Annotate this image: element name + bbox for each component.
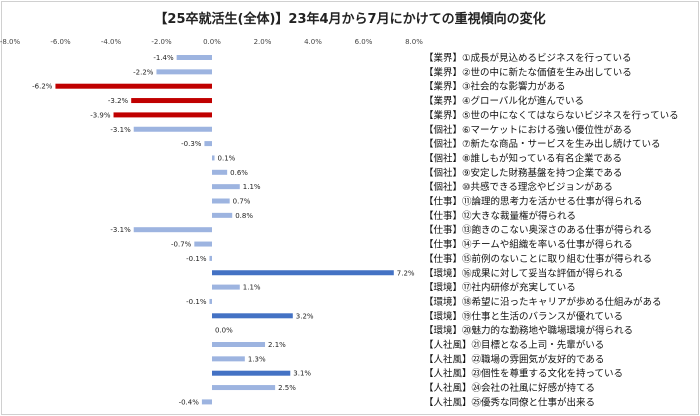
category-label: 【環境】⑲仕事と生活のバランスが優れている — [424, 310, 623, 322]
x-tick-label: -2.0% — [151, 38, 172, 46]
data-label: -1.4% — [153, 54, 174, 62]
data-label: -3.1% — [110, 226, 131, 234]
data-label: -0.1% — [186, 298, 207, 306]
category-label: 【人社風】㉓個性を尊重する文化を持っている — [424, 368, 623, 380]
data-label: 3.2% — [296, 312, 314, 320]
bar — [55, 83, 213, 89]
bar — [209, 255, 212, 261]
category-label: 【環境】⑰社内研修が充実している — [424, 282, 576, 294]
data-label: 0.6% — [230, 169, 248, 177]
category-label: 【業界】⑤世の中になくてはならないビジネスを行っている — [424, 109, 679, 121]
category-label: 【環境】⑳魅力的な勤務地や職場環境が得られる — [424, 325, 633, 337]
data-label: -0.7% — [171, 241, 192, 249]
data-label: 3.1% — [293, 370, 311, 378]
data-label: -3.2% — [108, 97, 129, 105]
x-tick-label: -8.0% — [0, 38, 21, 46]
data-label: 1.3% — [248, 355, 266, 363]
category-label: 【業界】④グローバル化が進んでいる — [424, 95, 584, 107]
data-label: 2.5% — [278, 384, 296, 392]
category-label: 【人社風】㉑目標となる上司・先輩がいる — [424, 339, 604, 351]
x-tick-label: 2.0% — [254, 38, 272, 46]
bar — [156, 69, 212, 75]
bar — [201, 399, 212, 405]
bar — [212, 356, 245, 362]
category-label: 【仕事】⑪論理的思考力を活かせる仕事が得られる — [424, 196, 643, 208]
category-label: 【仕事】⑬飽きのこない奥深さのある仕事が得られる — [424, 224, 652, 236]
bar — [212, 342, 266, 347]
data-label: 2.1% — [268, 341, 286, 349]
bars — [55, 55, 394, 405]
data-label: 1.1% — [243, 183, 261, 191]
data-label: -2.2% — [133, 68, 154, 76]
bar — [212, 385, 276, 391]
bar — [194, 241, 212, 247]
data-label: 0.8% — [235, 212, 253, 220]
x-tick-label: 4.0% — [304, 38, 322, 46]
data-label: 0.7% — [233, 198, 251, 206]
data-label: 0.1% — [218, 154, 236, 162]
data-label: 1.1% — [243, 284, 261, 292]
category-label: 【環境】⑱希望に沿ったキャリアが歩める仕組みがある — [424, 296, 662, 308]
bar — [212, 155, 215, 161]
x-tick-label: 0.0% — [203, 38, 221, 46]
category-label: 【業界】②世の中に新たな価値を生み出している — [424, 66, 632, 78]
bar — [212, 313, 293, 319]
x-tick-label: -6.0% — [50, 38, 71, 46]
chart-title: 【25卒就活生(全体)】23年4月から7月にかけての重視傾向の変化 — [154, 12, 546, 27]
bar — [131, 98, 212, 104]
category-label: 【個社】⑩共感できる理念やビジョンがある — [424, 181, 613, 193]
bar — [133, 227, 212, 233]
data-label: -0.4% — [179, 398, 200, 406]
category-label: 【個社】⑦新たな商品・サービスを生み出し続けている — [424, 138, 661, 150]
data-label: -3.9% — [90, 111, 111, 119]
category-label: 【個社】⑨安定した財務基盤を持つ企業である — [424, 167, 622, 179]
x-tick-label: 6.0% — [355, 38, 373, 46]
bar — [212, 284, 240, 290]
bar — [113, 112, 212, 118]
data-label: 7.2% — [397, 269, 415, 277]
category-label: 【業界】①成長が見込めるビジネスを行っている — [424, 52, 632, 64]
bar — [209, 298, 212, 304]
category-label: 【人社風】㉕優秀な同僚と仕事が出来る — [424, 396, 595, 408]
data-label: 0.0% — [215, 327, 233, 335]
bar — [212, 169, 228, 175]
bar — [204, 141, 212, 147]
bar — [212, 270, 394, 276]
data-label: -0.3% — [181, 140, 202, 148]
category-label: 【人社風】㉔会社の社風に好感が持てる — [424, 382, 595, 394]
category-labels: 【業界】①成長が見込めるビジネスを行っている【業界】②世の中に新たな価値を生み出… — [424, 52, 679, 408]
category-label: 【仕事】⑮前例のないことに取り組む仕事が得られる — [424, 253, 652, 265]
data-label: -6.2% — [32, 83, 53, 91]
category-label: 【業界】③社会的な影響力がある — [424, 81, 566, 93]
data-label: -0.1% — [186, 255, 207, 263]
data-labels: -1.4% -2.2% -6.2% -3.2% -3.9% -3.1% -0.3% 0.1% 0… — [32, 54, 415, 406]
x-tick-label: -4.0% — [101, 38, 122, 46]
x-tick-label: 8.0% — [405, 38, 423, 46]
bar — [212, 198, 230, 204]
bar — [212, 370, 291, 376]
bar — [212, 212, 233, 218]
category-label: 【人社風】㉒職場の雰囲気が友好的である — [424, 353, 604, 365]
data-label: -3.1% — [110, 126, 131, 134]
category-label: 【環境】⑯成果に対して妥当な評価が得られる — [424, 267, 623, 279]
category-label: 【仕事】⑭チームや組織を率いる仕事が得られる — [424, 239, 633, 251]
x-axis-ticks: -8.0% -6.0% -4.0% -2.0% 0.0% 2.0% 4.0% 6.0% 8.0% — [0, 38, 423, 46]
category-label: 【仕事】⑫大きな裁量権が得られる — [424, 210, 576, 222]
category-label: 【個社】⑧誰しもが知っている有名企業である — [424, 152, 622, 164]
bar — [133, 126, 212, 132]
bar — [212, 184, 240, 190]
bar — [176, 55, 212, 60]
category-label: 【個社】⑥マーケットにおける強い優位性がある — [424, 124, 632, 136]
